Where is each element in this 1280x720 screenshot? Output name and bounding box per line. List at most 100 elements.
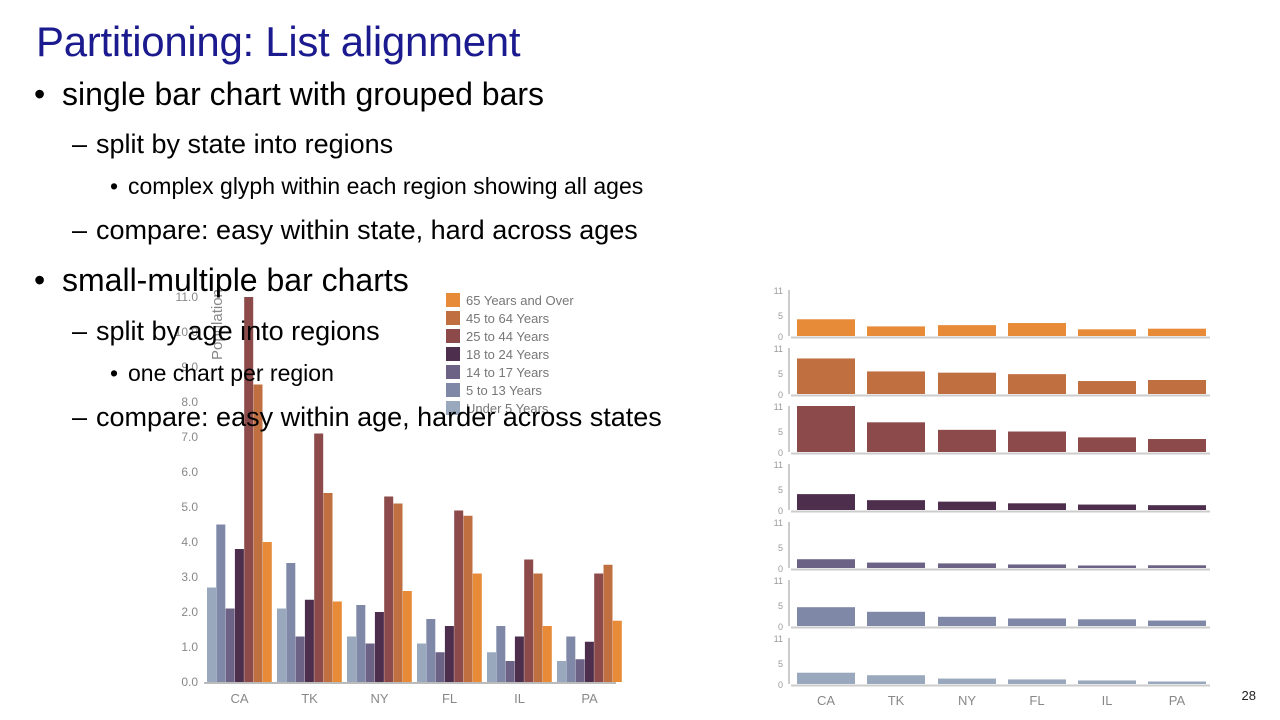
panel-bar: [1078, 619, 1136, 626]
panel-y-tick: 5: [778, 543, 783, 553]
panel-y-tick: 0: [778, 448, 783, 458]
panel-bar: [938, 501, 996, 510]
panel-bar: [1148, 379, 1206, 394]
bar: [533, 573, 543, 682]
panel-bar: [1008, 503, 1066, 510]
bar: [304, 599, 314, 682]
bar: [286, 563, 296, 682]
bar: [365, 643, 375, 682]
y-axis-label: Population: [209, 289, 226, 360]
bar: [566, 636, 576, 682]
bar: [384, 496, 394, 682]
panel-bar: [867, 675, 925, 684]
bar: [435, 652, 445, 682]
panel-bar: [1008, 564, 1066, 568]
panel-bar: [1008, 679, 1066, 684]
panel-bar: [1078, 381, 1136, 394]
legend-swatch: [446, 347, 460, 361]
panel-bar: [1148, 681, 1206, 684]
panel-bar: [1008, 431, 1066, 452]
bar: [402, 591, 412, 682]
panel-bar: [1078, 565, 1136, 568]
bar: [347, 636, 356, 682]
bullet-glyph: •: [34, 76, 46, 112]
legend-entry: 45 to 64 Years: [466, 311, 550, 326]
panel-y-tick: 5: [778, 601, 783, 611]
panel-bar: [1148, 505, 1206, 510]
panel-y-tick: 5: [778, 659, 783, 669]
panel-bar: [867, 326, 925, 336]
bullet-text: one chart per region: [128, 360, 334, 386]
legend-swatch: [446, 293, 460, 307]
bullet-compare-age: – compare: easy within age, harder across…: [72, 402, 662, 433]
x-tick-label: PA: [581, 691, 598, 706]
panel-bar: [797, 319, 855, 336]
panel-y-tick: 11: [774, 518, 783, 528]
bullet-split-age: – split by age into regions: [72, 316, 380, 347]
bar: [244, 297, 254, 682]
bullet-text: compare: easy within age, harder across …: [96, 402, 662, 432]
x-tick-label: FL: [1029, 693, 1044, 708]
bar: [603, 564, 613, 682]
bar: [374, 612, 384, 682]
bullet-grouped-bars: • single bar chart with grouped bars: [34, 76, 544, 113]
legend-entry: 25 to 44 Years: [466, 329, 550, 344]
legend-entry: 14 to 17 Years: [466, 365, 550, 380]
y-tick-label: 11.0: [176, 290, 199, 304]
bar: [314, 433, 324, 682]
bar: [323, 493, 333, 682]
bullet-glyph: –: [72, 402, 88, 432]
panel-y-tick: 11: [774, 344, 783, 354]
y-tick-label: 4.0: [181, 535, 198, 549]
panel-y-tick: 5: [778, 369, 783, 379]
panel-bar: [797, 672, 855, 684]
y-tick-label: 1.0: [181, 640, 198, 654]
panel-y-tick: 5: [778, 427, 783, 437]
panel-bar: [1008, 618, 1066, 626]
slide-title: Partitioning: List alignment: [36, 18, 521, 65]
bar: [295, 636, 305, 682]
panel-bar: [938, 372, 996, 394]
bullet-text: complex glyph within each region showing…: [128, 173, 644, 199]
bar: [277, 608, 286, 682]
panel-bar: [1148, 439, 1206, 452]
x-tick-label: IL: [514, 691, 525, 706]
x-tick-label: FL: [442, 691, 457, 706]
panel-y-tick: 11: [774, 460, 783, 470]
bar: [262, 542, 272, 682]
panel-bar: [1078, 329, 1136, 336]
panel-y-tick: 0: [778, 506, 783, 516]
panel-y-tick: 11: [774, 576, 783, 586]
y-tick-label: 3.0: [181, 570, 198, 584]
panel-bar: [797, 607, 855, 626]
bullet-text: compare: easy within state, hard across …: [96, 215, 638, 245]
legend-swatch: [446, 329, 460, 343]
bullet-text: split by state into regions: [96, 129, 394, 159]
panel-y-tick: 0: [778, 390, 783, 400]
x-tick-label: CA: [231, 691, 249, 706]
bar: [417, 643, 426, 682]
legend-entry: Under 5 Years: [466, 401, 549, 416]
legend-entry: 5 to 13 Years: [466, 383, 542, 398]
bar: [524, 559, 534, 682]
bullet-one-chart: • one chart per region: [110, 360, 334, 387]
x-tick-label: CA: [817, 693, 835, 708]
bar: [505, 661, 515, 682]
panel-bar: [867, 562, 925, 568]
legend-entry: 65 Years and Over: [466, 293, 574, 308]
panel-bar: [938, 678, 996, 684]
panel-bar: [1148, 565, 1206, 568]
bar: [253, 384, 263, 682]
panel-y-tick: 0: [778, 332, 783, 342]
panel-y-tick: 5: [778, 311, 783, 321]
panel-y-tick: 11: [774, 286, 783, 296]
panel-y-tick: 5: [778, 485, 783, 495]
panel-bar: [938, 616, 996, 626]
bullet-glyph: •: [110, 360, 119, 386]
bullet-complex-glyph: • complex glyph within each region showin…: [110, 173, 643, 200]
bar: [225, 608, 235, 682]
bar: [542, 626, 552, 682]
panel-bar: [797, 406, 855, 452]
panel-bar: [797, 358, 855, 394]
